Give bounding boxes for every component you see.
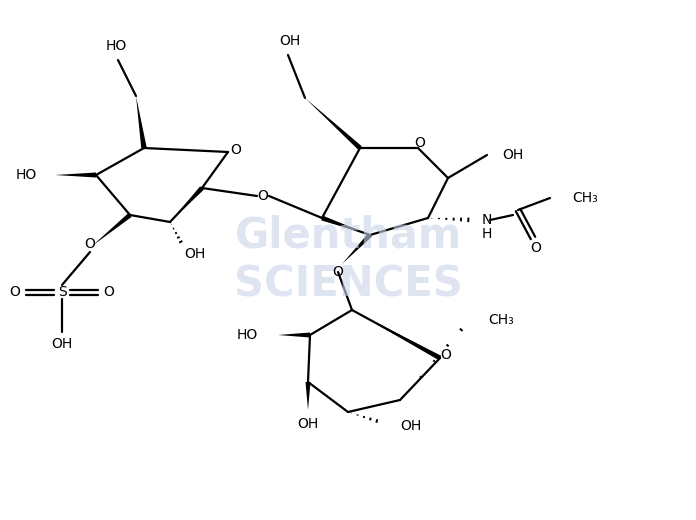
Text: O: O	[230, 143, 242, 157]
Text: HO: HO	[237, 328, 258, 342]
Text: O: O	[415, 136, 425, 150]
Text: OH: OH	[297, 417, 319, 431]
Polygon shape	[306, 382, 310, 410]
Polygon shape	[321, 216, 370, 235]
Polygon shape	[305, 98, 362, 150]
Text: OH: OH	[52, 337, 72, 351]
Polygon shape	[92, 213, 132, 246]
Text: O: O	[333, 265, 343, 279]
Text: Glentham
SCIENCES: Glentham SCIENCES	[234, 215, 462, 305]
Text: OH: OH	[279, 34, 301, 48]
Text: H: H	[482, 227, 492, 241]
Text: OH: OH	[184, 247, 205, 261]
Text: O: O	[10, 285, 20, 299]
Text: O: O	[84, 237, 95, 251]
Text: O: O	[104, 285, 114, 299]
Polygon shape	[352, 310, 441, 360]
Text: HO: HO	[105, 39, 127, 53]
Text: O: O	[258, 189, 269, 203]
Text: N: N	[482, 213, 492, 227]
Text: O: O	[441, 348, 452, 362]
Text: OH: OH	[400, 419, 421, 433]
Polygon shape	[55, 173, 96, 177]
Text: CH₃: CH₃	[572, 191, 598, 205]
Polygon shape	[136, 96, 147, 148]
Text: S: S	[58, 285, 66, 299]
Text: CH₃: CH₃	[488, 313, 514, 327]
Text: HO: HO	[16, 168, 37, 182]
Polygon shape	[278, 332, 310, 337]
Text: OH: OH	[502, 148, 523, 162]
Polygon shape	[342, 233, 372, 264]
Text: O: O	[530, 241, 541, 255]
Polygon shape	[170, 186, 204, 222]
